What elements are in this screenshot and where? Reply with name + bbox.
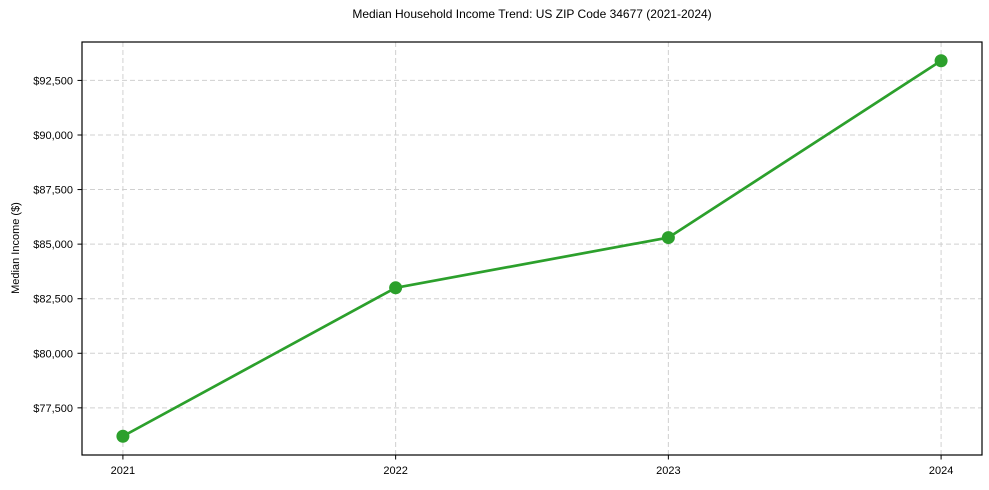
y-tick-label: $77,500 <box>33 403 73 415</box>
y-axis-label: Median Income ($) <box>10 202 22 294</box>
y-tick-label: $85,000 <box>33 239 73 251</box>
data-point-2021 <box>116 429 130 443</box>
y-tick-label: $90,000 <box>33 130 73 142</box>
x-tick-label: 2022 <box>383 465 407 477</box>
x-tick-label: 2024 <box>929 465 953 477</box>
chart-title: Median Household Income Trend: US ZIP Co… <box>352 7 712 21</box>
y-tick-label: $82,500 <box>33 294 73 306</box>
x-tick-label: 2023 <box>656 465 680 477</box>
x-tick-label: 2021 <box>111 465 135 477</box>
plot-border <box>81 41 983 456</box>
data-point-2023 <box>661 231 675 245</box>
data-point-2024 <box>934 54 948 68</box>
y-tick-label: $87,500 <box>33 185 73 197</box>
y-tick-label: $80,000 <box>33 348 73 360</box>
median-income-line <box>121 59 943 438</box>
y-tick-label: $92,500 <box>33 75 73 87</box>
data-point-2022 <box>389 281 403 295</box>
